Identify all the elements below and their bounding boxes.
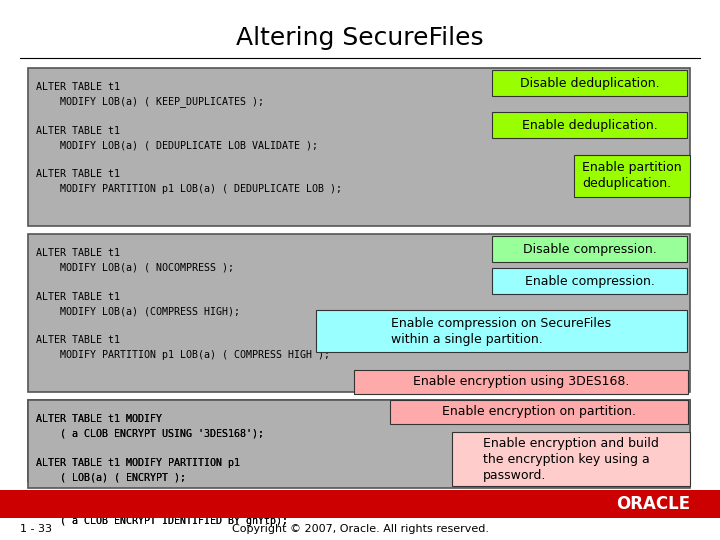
Text: ( a CLOB ENCRYPT USING '3DES168');: ( a CLOB ENCRYPT USING '3DES168'); [36,429,264,438]
Text: ALTER TABLE t1 MODIFY: ALTER TABLE t1 MODIFY [36,501,162,511]
FancyBboxPatch shape [492,236,687,262]
FancyBboxPatch shape [28,400,690,482]
Text: ( a CLOB ENCRYPT IDENTIFIED BY ghYtp);: ( a CLOB ENCRYPT IDENTIFIED BY ghYtp); [36,516,288,525]
FancyBboxPatch shape [452,432,690,486]
Text: Enable partition
deduplication.: Enable partition deduplication. [582,161,682,191]
Text: ( LOB(a) ( ENCRYPT );: ( LOB(a) ( ENCRYPT ); [36,472,186,482]
FancyBboxPatch shape [28,234,690,392]
Text: ALTER TABLE t1: ALTER TABLE t1 [36,169,120,179]
Text: MODIFY LOB(a) ( KEEP_DUPLICATES );: MODIFY LOB(a) ( KEEP_DUPLICATES ); [36,97,264,107]
Text: ALTER TABLE t1: ALTER TABLE t1 [36,335,120,345]
Text: ALTER TABLE t1: ALTER TABLE t1 [36,82,120,92]
Text: ALTER TABLE t1 MODIFY: ALTER TABLE t1 MODIFY [36,501,162,511]
Text: MODIFY PARTITION p1 LOB(a) ( COMPRESS HIGH );: MODIFY PARTITION p1 LOB(a) ( COMPRESS HI… [36,349,330,360]
Text: ALTER TABLE t1: ALTER TABLE t1 [36,248,120,258]
Text: Enable deduplication.: Enable deduplication. [521,118,657,132]
Text: ALTER TABLE t1: ALTER TABLE t1 [36,125,120,136]
Text: ( a CLOB ENCRYPT USING '3DES168');: ( a CLOB ENCRYPT USING '3DES168'); [36,429,264,438]
Text: Enable compression on SecureFiles
within a single partition.: Enable compression on SecureFiles within… [392,316,611,346]
FancyBboxPatch shape [28,400,690,488]
FancyBboxPatch shape [492,70,687,96]
FancyBboxPatch shape [574,155,690,197]
Text: Enable encryption and build
the encryption key using a
password.: Enable encryption and build the encrypti… [483,436,659,482]
Text: Disable deduplication.: Disable deduplication. [520,77,660,90]
Text: Enable compression.: Enable compression. [525,274,654,287]
FancyBboxPatch shape [0,490,720,518]
FancyBboxPatch shape [316,310,687,352]
Text: Disable compression.: Disable compression. [523,242,657,255]
Text: ORACLE: ORACLE [616,495,690,513]
Text: 1 - 33: 1 - 33 [20,524,52,534]
Text: MODIFY LOB(a) (COMPRESS HIGH);: MODIFY LOB(a) (COMPRESS HIGH); [36,306,240,316]
Text: ALTER TABLE t1 MODIFY PARTITION p1: ALTER TABLE t1 MODIFY PARTITION p1 [36,457,240,468]
Text: Enable encryption using 3DES168.: Enable encryption using 3DES168. [413,375,629,388]
Text: Enable encryption on partition.: Enable encryption on partition. [442,406,636,419]
Text: ALTER TABLE t1 MODIFY PARTITION p1: ALTER TABLE t1 MODIFY PARTITION p1 [36,457,240,468]
FancyBboxPatch shape [492,268,687,294]
FancyBboxPatch shape [28,68,690,226]
Text: MODIFY LOB(a) ( NOCOMPRESS );: MODIFY LOB(a) ( NOCOMPRESS ); [36,262,234,273]
Text: MODIFY LOB(a) ( DEDUPLICATE LOB VALIDATE );: MODIFY LOB(a) ( DEDUPLICATE LOB VALIDATE… [36,140,318,150]
Text: ALTER TABLE t1 MODIFY: ALTER TABLE t1 MODIFY [36,414,162,424]
Text: Copyright © 2007, Oracle. All rights reserved.: Copyright © 2007, Oracle. All rights res… [232,524,488,534]
Text: ALTER TABLE t1: ALTER TABLE t1 [36,292,120,301]
FancyBboxPatch shape [492,112,687,138]
Text: ALTER TABLE t1 MODIFY: ALTER TABLE t1 MODIFY [36,414,162,424]
Text: ( LOB(a) ( ENCRYPT );: ( LOB(a) ( ENCRYPT ); [36,472,186,482]
Text: MODIFY PARTITION p1 LOB(a) ( DEDUPLICATE LOB );: MODIFY PARTITION p1 LOB(a) ( DEDUPLICATE… [36,184,342,193]
FancyBboxPatch shape [390,400,688,424]
Text: Altering SecureFiles: Altering SecureFiles [236,26,484,50]
Text: ( a CLOB ENCRYPT IDENTIFIED BY ghYtp);: ( a CLOB ENCRYPT IDENTIFIED BY ghYtp); [36,516,288,525]
FancyBboxPatch shape [354,370,688,394]
